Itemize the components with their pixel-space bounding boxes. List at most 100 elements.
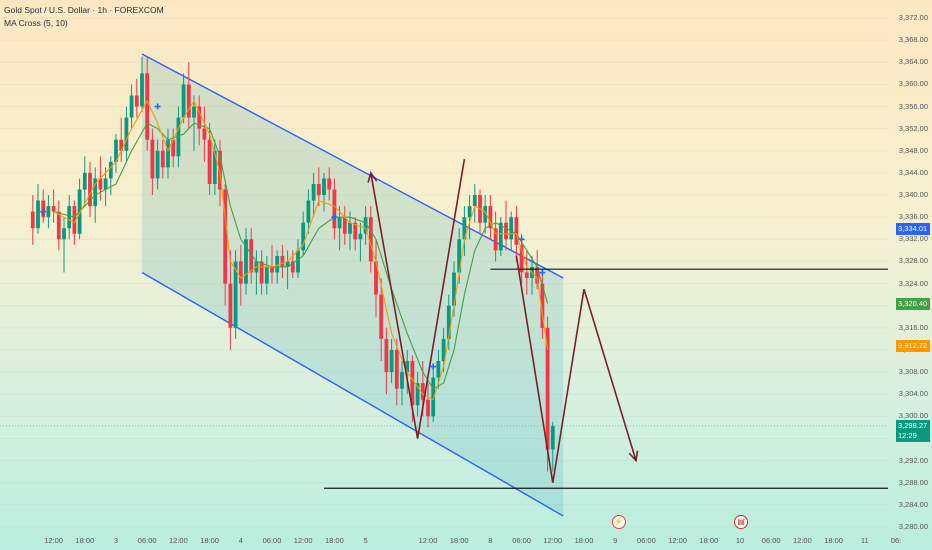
time-tick-label: 5 — [363, 536, 368, 545]
time-tick-label: 18:00 — [325, 536, 344, 545]
candle — [114, 134, 118, 173]
time-tick-label: 9 — [613, 536, 618, 545]
candle — [62, 217, 66, 273]
time-tick-label: 12:00 — [418, 536, 438, 545]
candle-body — [472, 195, 477, 207]
price-badge-value: 3,298.27 — [898, 421, 928, 431]
candle-body — [228, 283, 233, 328]
candle — [384, 327, 389, 395]
candle — [488, 195, 493, 240]
candle-body — [202, 128, 207, 140]
candle-body — [540, 283, 545, 328]
candle-body — [51, 206, 56, 212]
candle-body — [374, 261, 378, 295]
time-tick-label: 11 — [860, 536, 869, 545]
symbol-title[interactable]: Gold Spot / U.S. Dollar · 1h · FOREXCOM — [4, 5, 164, 15]
candle — [426, 383, 430, 428]
candle — [223, 183, 228, 306]
ma-slow-line — [53, 122, 549, 390]
price-tick-label: 3,292.00 — [898, 455, 928, 465]
candle-body — [150, 139, 155, 179]
channel-lower-line — [141, 271, 564, 517]
candle-body — [462, 217, 467, 240]
candle-body — [483, 206, 488, 223]
candle-body — [457, 239, 462, 273]
candle — [155, 139, 160, 190]
candle-body — [259, 261, 264, 284]
candle-body — [275, 255, 280, 273]
cross-marker — [40, 208, 47, 215]
candle-body — [368, 217, 373, 262]
price-badge: 3,320.40 — [896, 297, 930, 310]
candle-body — [498, 222, 503, 251]
cross-marker — [430, 363, 437, 370]
candle — [150, 128, 155, 196]
price-badge: 3,312.72 — [896, 340, 930, 353]
candle-body — [155, 150, 160, 179]
projection-path — [367, 158, 639, 483]
price-tick-label: 3,280.00 — [898, 522, 928, 531]
bar-countdown: 12:29 — [898, 431, 917, 441]
moving-averages — [53, 99, 549, 401]
candle-body — [264, 266, 269, 284]
time-tick-label: 18:00 — [574, 536, 594, 545]
candle — [160, 139, 165, 179]
candle — [186, 62, 191, 129]
time-tick-label: 18:00 — [200, 536, 219, 545]
candle — [103, 167, 108, 207]
candle — [67, 195, 72, 240]
time-tick-label: 12:00 — [543, 536, 563, 545]
candle — [363, 206, 368, 245]
price-badge-value: 3,320.40 — [898, 298, 928, 308]
price-badge-value: 3,312.72 — [898, 341, 928, 351]
candle — [358, 222, 363, 262]
candle — [301, 211, 306, 256]
candle-body — [186, 84, 191, 118]
candle — [259, 250, 264, 295]
candle-body — [488, 206, 493, 229]
candle — [483, 195, 488, 234]
candle-body — [88, 172, 92, 207]
time-tick-label: 12:00 — [793, 536, 812, 545]
candle-body — [514, 217, 519, 245]
candle — [296, 239, 300, 279]
candle — [212, 139, 217, 196]
candle-body — [446, 305, 451, 339]
us-flag-event-icon[interactable]: ▤ — [734, 515, 748, 529]
candle-body — [249, 239, 254, 273]
candle-body — [509, 217, 514, 240]
candle — [77, 178, 82, 240]
projection-right-zigzag — [515, 255, 637, 483]
candle-body — [171, 139, 176, 157]
candle-body — [212, 150, 217, 184]
time-tick-label: 8 — [488, 536, 493, 545]
flash-event-icon[interactable]: ⚡ — [611, 515, 626, 529]
candle-body — [436, 361, 441, 378]
candle-body — [176, 117, 181, 157]
candle — [389, 338, 394, 384]
price-tick-label: 3,340.00 — [898, 190, 928, 200]
candle — [462, 206, 467, 256]
indicator-label[interactable]: MA Cross (5, 10) — [4, 18, 68, 28]
price-tick-label: 3,344.00 — [898, 167, 928, 177]
time-tick-label: 06:00 — [137, 536, 157, 545]
candle — [176, 106, 181, 168]
candle — [56, 200, 61, 251]
candle-body — [441, 338, 446, 362]
candle-body — [420, 383, 425, 400]
candle — [478, 189, 482, 234]
candle-body — [270, 266, 274, 273]
candle — [337, 206, 342, 251]
arrowhead-right — [628, 450, 639, 463]
candle — [181, 73, 186, 124]
price-tick-label: 3,328.00 — [898, 256, 928, 266]
price-tick-label: 3,348.00 — [898, 145, 928, 155]
candle — [493, 211, 498, 262]
candle-body — [285, 261, 290, 267]
candle-body — [348, 222, 352, 234]
candle — [238, 244, 243, 306]
candle-body — [98, 178, 103, 190]
candle — [400, 361, 404, 406]
